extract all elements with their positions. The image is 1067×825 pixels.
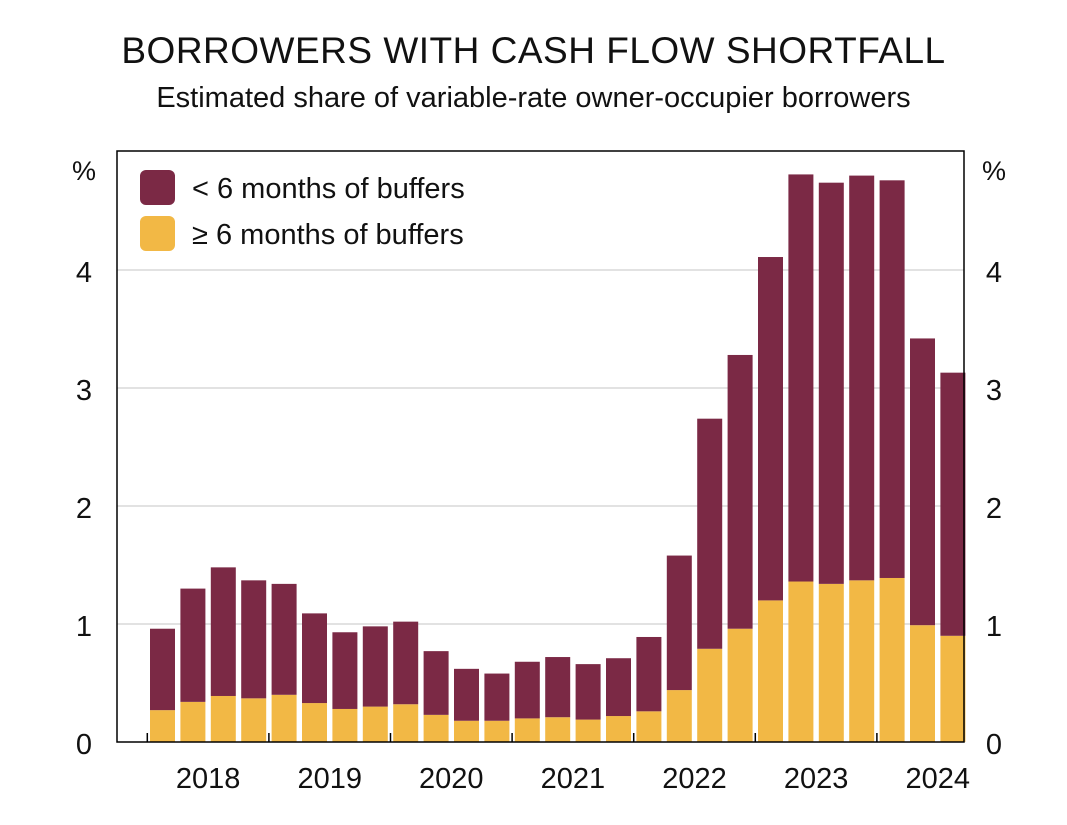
x-tick-label: 2022 bbox=[662, 763, 727, 795]
y-tick-label-left: 1 bbox=[76, 611, 92, 643]
bar-ge6-months-buffers bbox=[393, 704, 419, 742]
bar-lt6-months-buffers bbox=[302, 613, 327, 704]
x-tick-label: 2023 bbox=[784, 763, 849, 795]
y-tick-label-right: 3 bbox=[986, 375, 1002, 407]
bar-ge6-months-buffers bbox=[180, 701, 206, 742]
y-tick-label-left: 4 bbox=[76, 257, 92, 289]
bar-lt6-months-buffers bbox=[758, 257, 783, 601]
bar-ge6-months-buffers bbox=[727, 628, 753, 742]
bar-lt6-months-buffers bbox=[362, 626, 388, 707]
y-tick-label-left: 3 bbox=[76, 375, 92, 407]
y-unit-right: % bbox=[982, 156, 1006, 186]
x-tick-label: 2019 bbox=[297, 763, 362, 795]
bar-lt6-months-buffers bbox=[666, 555, 692, 691]
y-tick-label-left: 0 bbox=[76, 729, 92, 761]
bar-ge6-months-buffers bbox=[454, 720, 479, 742]
bar-ge6-months-buffers bbox=[849, 580, 875, 742]
bar-ge6-months-buffers bbox=[788, 581, 814, 742]
bar-ge6-months-buffers bbox=[362, 706, 388, 742]
bar-lt6-months-buffers bbox=[818, 182, 844, 584]
y-tick-label-right: 0 bbox=[986, 729, 1002, 761]
bar-ge6-months-buffers bbox=[241, 698, 267, 742]
bar-ge6-months-buffers bbox=[910, 625, 935, 742]
legend-label-ge6: ≥ 6 months of buffers bbox=[192, 219, 464, 251]
bar-lt6-months-buffers bbox=[210, 567, 236, 696]
legend-label-lt6: < 6 months of buffers bbox=[192, 173, 465, 205]
y-unit-left: % bbox=[72, 156, 96, 186]
bar-ge6-months-buffers bbox=[697, 648, 723, 742]
bar-ge6-months-buffers bbox=[636, 711, 662, 742]
bar-ge6-months-buffers bbox=[302, 703, 327, 742]
bar-lt6-months-buffers bbox=[545, 657, 571, 718]
bar-lt6-months-buffers bbox=[879, 180, 905, 578]
bar-lt6-months-buffers bbox=[454, 668, 479, 721]
axis-ticks bbox=[146, 733, 878, 742]
bar-lt6-months-buffers bbox=[332, 632, 358, 709]
bar-ge6-months-buffers bbox=[484, 720, 510, 742]
bar-lt6-months-buffers bbox=[849, 175, 875, 581]
bar-ge6-months-buffers bbox=[150, 710, 175, 742]
bar-ge6-months-buffers bbox=[818, 583, 844, 742]
legend: < 6 months of buffers ≥ 6 months of buffe… bbox=[140, 170, 465, 251]
legend-swatch-lt6 bbox=[140, 170, 175, 205]
chart-title: BORROWERS WITH CASH FLOW SHORTFALL bbox=[121, 30, 946, 71]
bar-lt6-months-buffers bbox=[271, 583, 297, 695]
y-tick-label-right: 1 bbox=[986, 611, 1002, 643]
y-tick-label-right: 4 bbox=[986, 257, 1002, 289]
y-tick-label-right: 2 bbox=[986, 493, 1002, 525]
axis-labels: 0 0 1 1 2 2 3 3 4 4% % 2018 2019 2020 2021 2022 2023 2024 bbox=[72, 156, 1006, 795]
bar-lt6-months-buffers bbox=[180, 588, 206, 702]
x-tick-label: 2020 bbox=[419, 763, 484, 795]
bar-ge6-months-buffers bbox=[879, 577, 905, 742]
bar-ge6-months-buffers bbox=[514, 718, 540, 742]
bar-ge6-months-buffers bbox=[423, 714, 449, 742]
bar-ge6-months-buffers bbox=[545, 717, 571, 742]
bar-ge6-months-buffers bbox=[666, 690, 692, 742]
bar-ge6-months-buffers bbox=[758, 600, 783, 742]
x-tick-label: 2018 bbox=[176, 763, 241, 795]
x-tick-label: 2024 bbox=[905, 763, 970, 795]
bar-lt6-months-buffers bbox=[788, 174, 814, 582]
bar-ge6-months-buffers bbox=[210, 695, 236, 742]
plot-frame bbox=[116, 150, 965, 743]
bar-ge6-months-buffers bbox=[940, 635, 966, 742]
bar-lt6-months-buffers bbox=[150, 628, 175, 711]
bar-ge6-months-buffers bbox=[271, 694, 297, 742]
bar-lt6-months-buffers bbox=[514, 661, 540, 719]
bar-ge6-months-buffers bbox=[575, 719, 601, 742]
bar-lt6-months-buffers bbox=[241, 580, 267, 699]
bar-lt6-months-buffers bbox=[940, 372, 966, 636]
bar-lt6-months-buffers bbox=[697, 418, 723, 649]
bar-ge6-months-buffers bbox=[606, 716, 631, 742]
bar-lt6-months-buffers bbox=[606, 658, 631, 717]
bar-lt6-months-buffers bbox=[910, 338, 935, 626]
bar-lt6-months-buffers bbox=[393, 621, 419, 705]
bar-lt6-months-buffers bbox=[484, 673, 510, 721]
bar-lt6-months-buffers bbox=[636, 636, 662, 712]
y-tick-label-left: 2 bbox=[76, 493, 92, 525]
chart-subtitle: Estimated share of variable-rate owner-o… bbox=[156, 82, 911, 114]
bars bbox=[150, 174, 966, 742]
legend-swatch-ge6 bbox=[140, 216, 175, 251]
x-tick-label: 2021 bbox=[541, 763, 606, 795]
bar-lt6-months-buffers bbox=[727, 354, 753, 629]
bar-ge6-months-buffers bbox=[332, 708, 358, 742]
bar-lt6-months-buffers bbox=[423, 651, 449, 715]
bar-lt6-months-buffers bbox=[575, 664, 601, 720]
